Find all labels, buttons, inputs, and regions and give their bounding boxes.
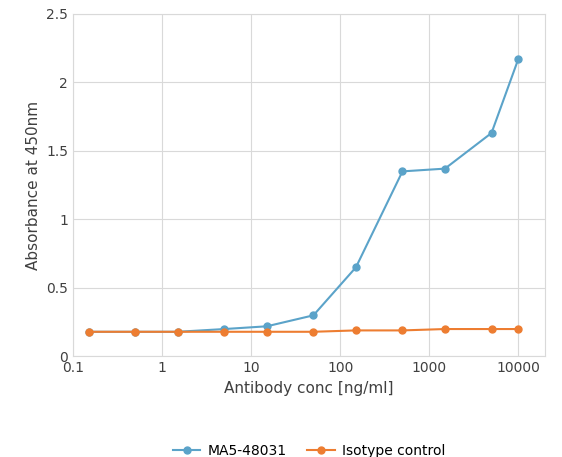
Isotype control	[352, 328, 359, 333]
Line: Isotype control: Isotype control	[85, 325, 522, 335]
Isotype control	[264, 329, 270, 335]
Isotype control	[442, 326, 448, 332]
MA5-48031	[174, 329, 181, 335]
Line: MA5-48031: MA5-48031	[85, 55, 522, 335]
Legend: MA5-48031, Isotype control: MA5-48031, Isotype control	[167, 439, 451, 457]
MA5-48031	[352, 265, 359, 270]
Isotype control	[85, 329, 92, 335]
MA5-48031	[399, 169, 406, 174]
MA5-48031	[310, 313, 317, 318]
Isotype control	[174, 329, 181, 335]
Isotype control	[310, 329, 317, 335]
Isotype control	[221, 329, 228, 335]
MA5-48031	[85, 329, 92, 335]
Y-axis label: Absorbance at 450nm: Absorbance at 450nm	[26, 101, 40, 270]
Isotype control	[488, 326, 495, 332]
X-axis label: Antibody conc [ng/ml]: Antibody conc [ng/ml]	[224, 381, 394, 396]
MA5-48031	[515, 56, 522, 62]
MA5-48031	[488, 130, 495, 136]
MA5-48031	[442, 166, 448, 171]
MA5-48031	[264, 324, 270, 329]
MA5-48031	[132, 329, 139, 335]
MA5-48031	[221, 326, 228, 332]
Isotype control	[515, 326, 522, 332]
Isotype control	[399, 328, 406, 333]
Isotype control	[132, 329, 139, 335]
